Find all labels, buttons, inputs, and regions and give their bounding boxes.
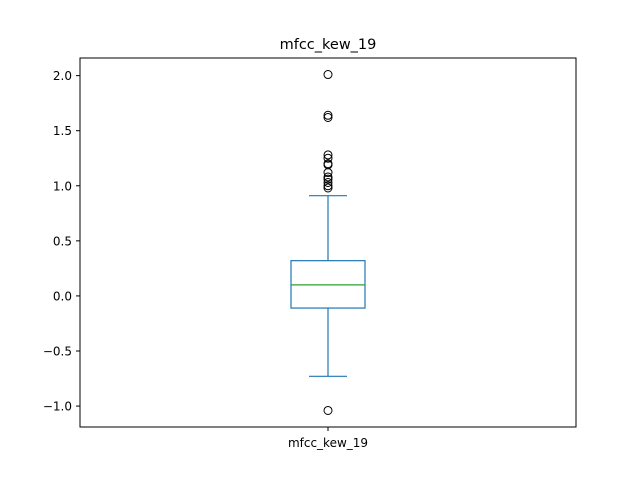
outlier-point	[323, 168, 333, 178]
outlier-point	[323, 153, 333, 163]
y-tick-label: 2.0	[53, 69, 72, 83]
outlier-point	[323, 110, 333, 120]
y-tick-label: 0.5	[53, 234, 72, 248]
outlier-point	[323, 174, 333, 184]
outlier-point	[323, 112, 333, 122]
y-tick-label: 1.5	[53, 124, 72, 138]
y-tick-label: 1.0	[53, 179, 72, 193]
outlier-point	[323, 150, 333, 160]
x-tick-label: mfcc_kew_19	[288, 436, 368, 450]
outlier-point	[323, 405, 333, 415]
chart-title: mfcc_kew_19	[280, 37, 377, 53]
y-tick-label: −1.0	[43, 400, 72, 414]
outlier-point	[323, 70, 333, 80]
outlier-point	[323, 183, 333, 193]
outlier-point	[323, 181, 333, 191]
outlier-point	[323, 177, 333, 187]
outlier-point	[323, 172, 333, 182]
x-axis: mfcc_kew_19	[288, 427, 368, 450]
y-tick-label: −0.5	[43, 344, 72, 358]
y-tick-label: 0.0	[53, 289, 72, 303]
outlier-group	[323, 70, 333, 415]
y-axis: −1.0 −0.5 0.0 0.5 1.0 1.5 2.0	[43, 69, 80, 414]
box-group	[290, 195, 366, 377]
